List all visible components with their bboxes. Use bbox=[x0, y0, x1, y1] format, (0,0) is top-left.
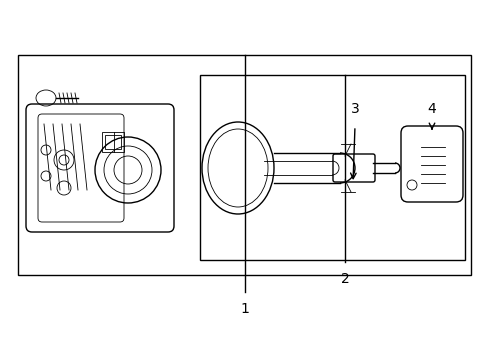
Text: 2: 2 bbox=[340, 272, 348, 286]
Bar bbox=[105, 135, 121, 149]
Text: 4: 4 bbox=[427, 102, 435, 116]
Bar bbox=[200, 75, 464, 260]
Text: 1: 1 bbox=[240, 302, 249, 316]
Bar bbox=[102, 132, 124, 152]
Bar bbox=[18, 55, 470, 275]
Text: 3: 3 bbox=[350, 102, 359, 116]
